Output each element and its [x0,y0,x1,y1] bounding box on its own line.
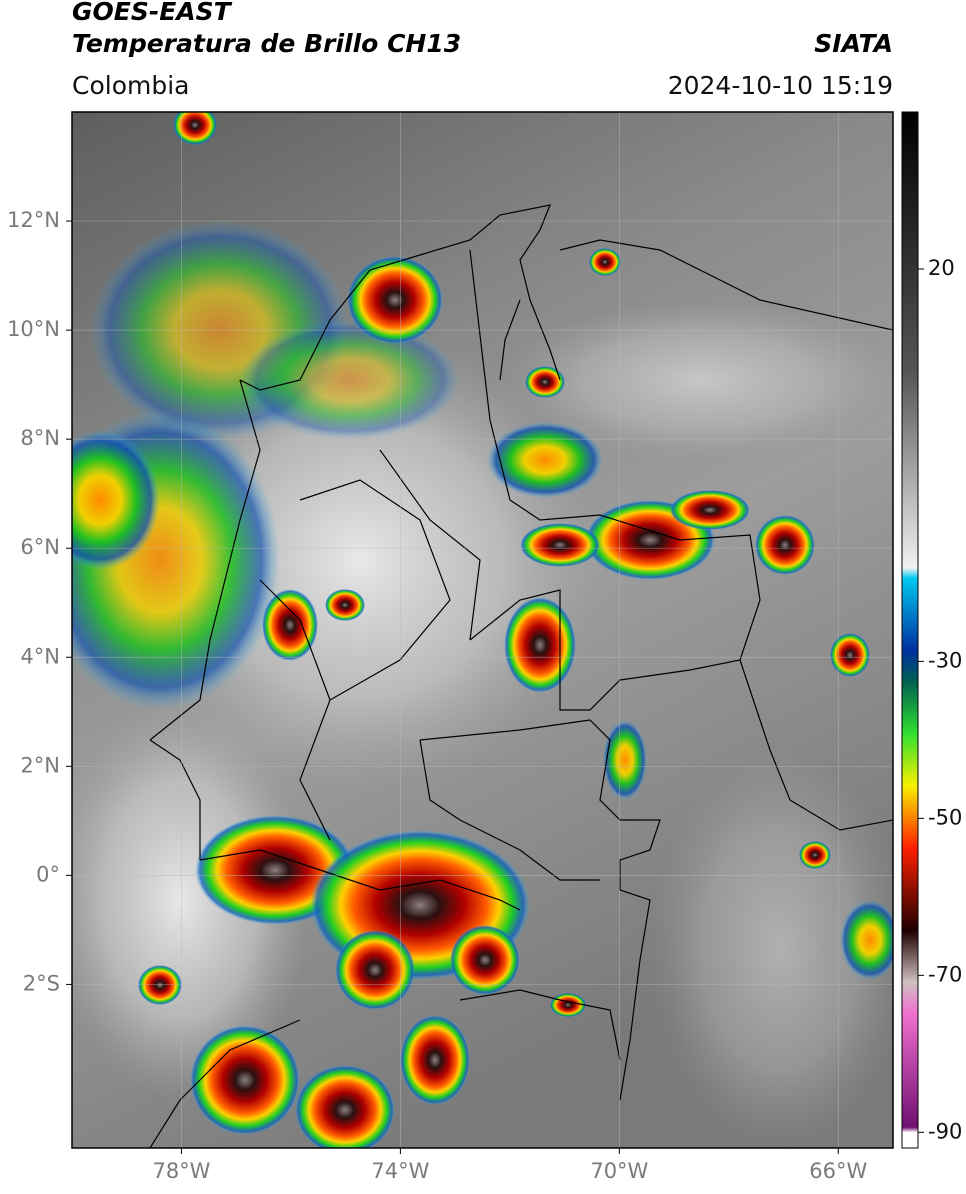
lat-tick-label: 0° [36,862,60,886]
region: Colombia [72,71,189,100]
map-frame [71,111,894,1149]
lat-tick-label: 2°S [23,971,60,995]
lon-tick-label: 70°W [590,1159,648,1183]
colorbar-tick-label: -70 [928,962,962,986]
subtitle: Temperatura de Brillo CH13 [72,29,461,58]
lat-tick-label: 8°N [20,426,60,450]
lon-tick-label: 78°W [152,1159,210,1183]
colorbar-tick-label: -30 [928,648,962,672]
title: GOES-EAST [72,0,233,26]
satellite-image [72,112,893,1148]
ticks: 78°W 74°W 70°W 66°W 12°N 10°N 8°N 6°N 4°N 2°N 0° 2°… [7,208,962,1183]
lon-tick-label: 74°W [371,1159,429,1183]
lat-tick-label: 10°N [7,317,60,341]
colorbar-tick-label: -90 [928,1119,962,1143]
lat-tick-label: 2°N [20,753,60,777]
colorbar [901,111,919,1149]
lat-tick-label: 6°N [20,535,60,559]
grid [72,112,893,1148]
lon-tick-label: 66°W [809,1159,867,1183]
source: SIATA [814,29,893,58]
lat-tick-label: 12°N [7,208,60,232]
colorbar-tick-label: -50 [928,805,962,829]
colorbar-tick-label: 20 [928,256,955,280]
lat-tick-label: 4°N [20,644,60,668]
datetime: 2024-10-10 15:19 [668,71,893,100]
